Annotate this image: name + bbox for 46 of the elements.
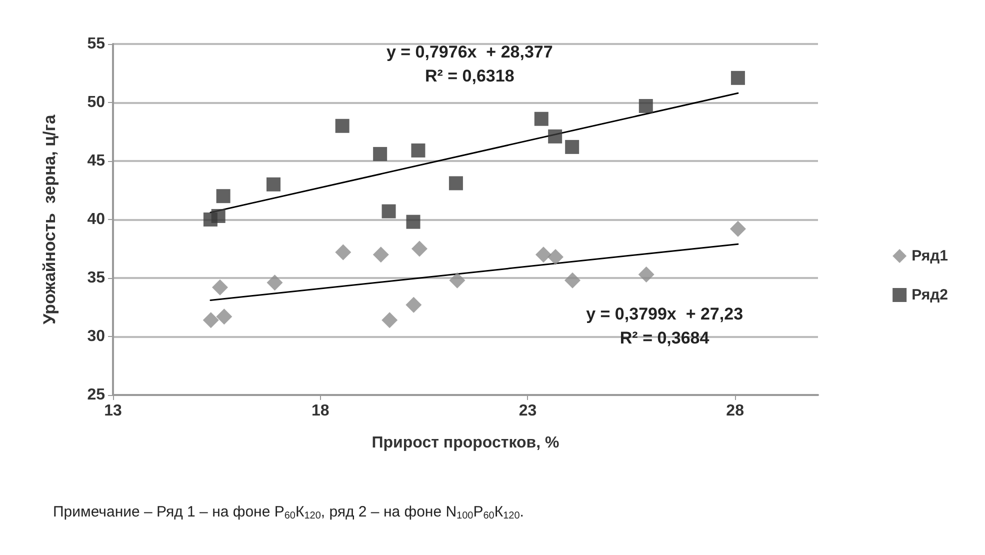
y-tick-label: 45 [87,152,106,170]
point [335,118,350,133]
y-tick-label: 30 [87,328,106,345]
y-axis-title: Урожайность зерна, ц/га [40,114,59,324]
y-tick-label: 55 [87,36,106,52]
point [638,99,653,114]
y-tick-label: 25 [87,386,106,404]
point [548,129,562,144]
point [565,140,580,154]
point [335,244,352,260]
point [406,214,420,229]
annotation: y = 0,3799x + 27,23 R² = 0,3684 [586,304,744,348]
point [373,146,388,161]
legend-label: Ряд1 [912,248,948,264]
point [266,177,280,192]
y-tick-label: 35 [87,270,106,286]
legend-label: Ряд2 [912,286,948,304]
point [216,308,232,325]
point [266,274,283,291]
x-axis-title: Прирост проростков, % [372,434,560,452]
point [411,240,428,257]
point [372,246,389,263]
x-tick-label: 13 [104,402,122,420]
point [535,246,552,263]
point [730,70,745,85]
x-tick-label: 18 [311,402,330,420]
point [211,208,226,223]
y-tick-label: 40 [87,211,106,228]
point [202,312,219,328]
point [547,248,564,265]
point [411,143,426,158]
point [449,272,466,288]
point [534,112,548,126]
point [638,266,654,282]
y-tick-label: 50 [87,94,106,111]
annotation: y = 0,7976x + 28,377 R² = 0,6318 [386,42,553,86]
point [216,189,230,204]
point [448,176,463,190]
point [730,220,746,237]
point [406,296,422,313]
point [382,204,396,218]
point [212,279,228,296]
point [564,272,580,288]
x-tick-label: 28 [726,402,744,420]
point [382,312,398,328]
x-tick-label: 23 [518,402,537,420]
